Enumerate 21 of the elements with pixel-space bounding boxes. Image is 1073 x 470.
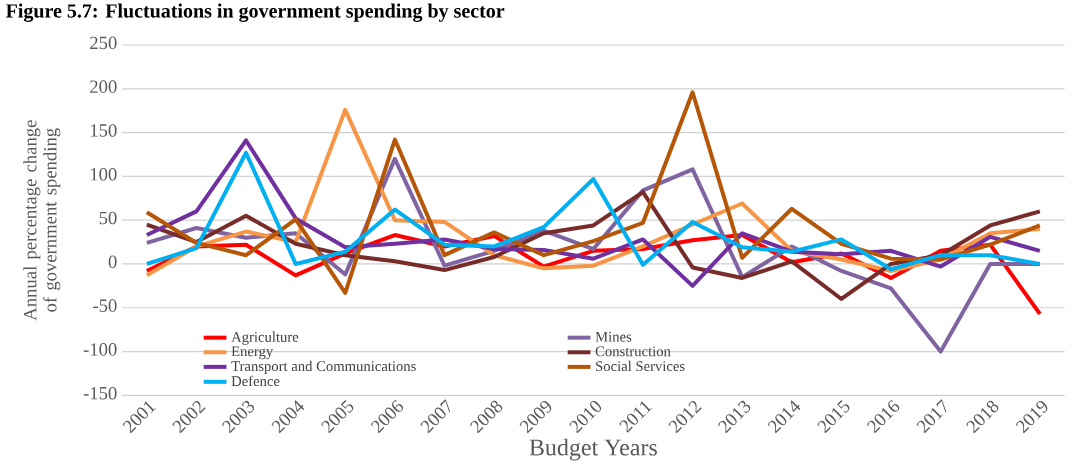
legend-label: Agriculture xyxy=(231,331,299,345)
y-tick-label: -100 xyxy=(83,343,117,356)
y-tick-label: -50 xyxy=(93,299,117,312)
y-tick-label: 100 xyxy=(90,167,117,181)
y-tick-label: 200 xyxy=(90,80,117,93)
legend-label: Mines xyxy=(595,331,632,342)
y-axis-title: Annual percentage change of government spending xyxy=(23,120,61,321)
legend-label: Defence xyxy=(231,375,280,387)
legend-label: Social Services xyxy=(596,360,685,372)
y-tick-label: 250 xyxy=(90,36,117,50)
legend-label: Energy xyxy=(231,346,274,360)
line-series xyxy=(144,90,1042,295)
y-tick-label: 150 xyxy=(90,124,117,137)
line-series xyxy=(144,150,1042,272)
y-tick-label: 50 xyxy=(99,211,117,225)
y-tick-label: -150 xyxy=(83,386,117,400)
chart-title: Figure 5.7: Fluctuations in government spending by sector xyxy=(5,3,505,22)
x-axis-title: Budget Years xyxy=(529,438,657,461)
y-tick-label: 0 xyxy=(108,255,117,269)
legend-label: Construction xyxy=(595,346,671,357)
legend-label: Transport and Communications xyxy=(231,360,416,375)
